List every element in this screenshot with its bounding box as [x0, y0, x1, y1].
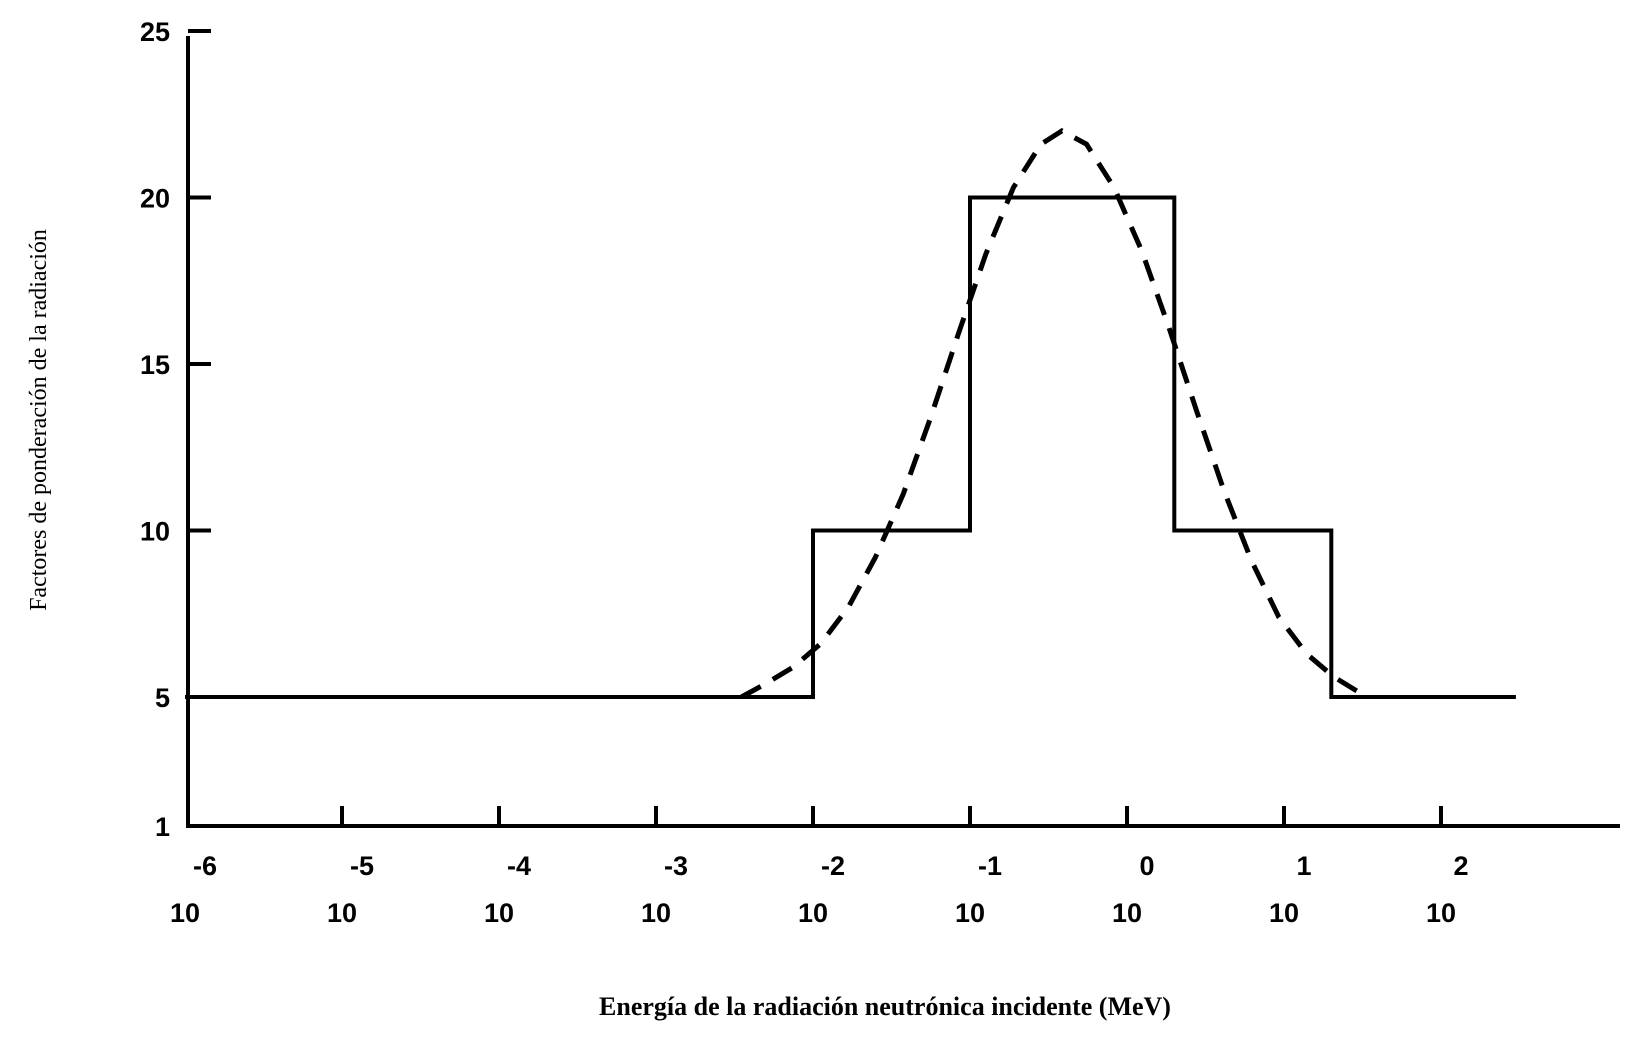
- x-tick-exponent: -4: [507, 851, 531, 881]
- series-layer: [185, 128, 1516, 700]
- x-tick-exponent: -5: [350, 851, 374, 881]
- y-tick-label: 15: [140, 350, 170, 380]
- y-tick-label: 25: [140, 17, 170, 47]
- x-tick-exponent: 2: [1453, 851, 1468, 881]
- x-tick-base: 10: [484, 898, 514, 928]
- y-tick-label: 20: [140, 184, 170, 214]
- x-axis-title: Energía de la radiación neutrónica incid…: [599, 992, 1171, 1021]
- dashed-curve-series: [740, 128, 1363, 700]
- axes: [186, 29, 1620, 828]
- x-tick-base: 10: [1112, 898, 1142, 928]
- y-tick-label: 1: [155, 812, 170, 842]
- x-tick-base: 10: [1426, 898, 1456, 928]
- x-tick-base: 10: [955, 898, 985, 928]
- x-tick-base: 10: [170, 898, 200, 928]
- x-tick-exponent: -1: [978, 851, 1002, 881]
- x-tick-exponent: 0: [1139, 851, 1154, 881]
- x-tick-base: 10: [1269, 898, 1299, 928]
- x-tick-exponent: -6: [193, 851, 217, 881]
- x-tick-base: 10: [798, 898, 828, 928]
- y-axis-title: Factores de ponderación de la radiación: [26, 229, 52, 611]
- x-tick-exponent: -2: [821, 851, 845, 881]
- x-tick-base: 10: [641, 898, 671, 928]
- x-tick-base: 10: [327, 898, 357, 928]
- y-tick-label: 10: [140, 517, 170, 547]
- labels: 1510152025-610-510-410-310-210-110010110…: [140, 17, 1469, 928]
- x-tick-exponent: -3: [664, 851, 688, 881]
- step-function-series: [185, 195, 1516, 699]
- y-tick-label: 5: [155, 683, 170, 713]
- x-tick-exponent: 1: [1296, 851, 1311, 881]
